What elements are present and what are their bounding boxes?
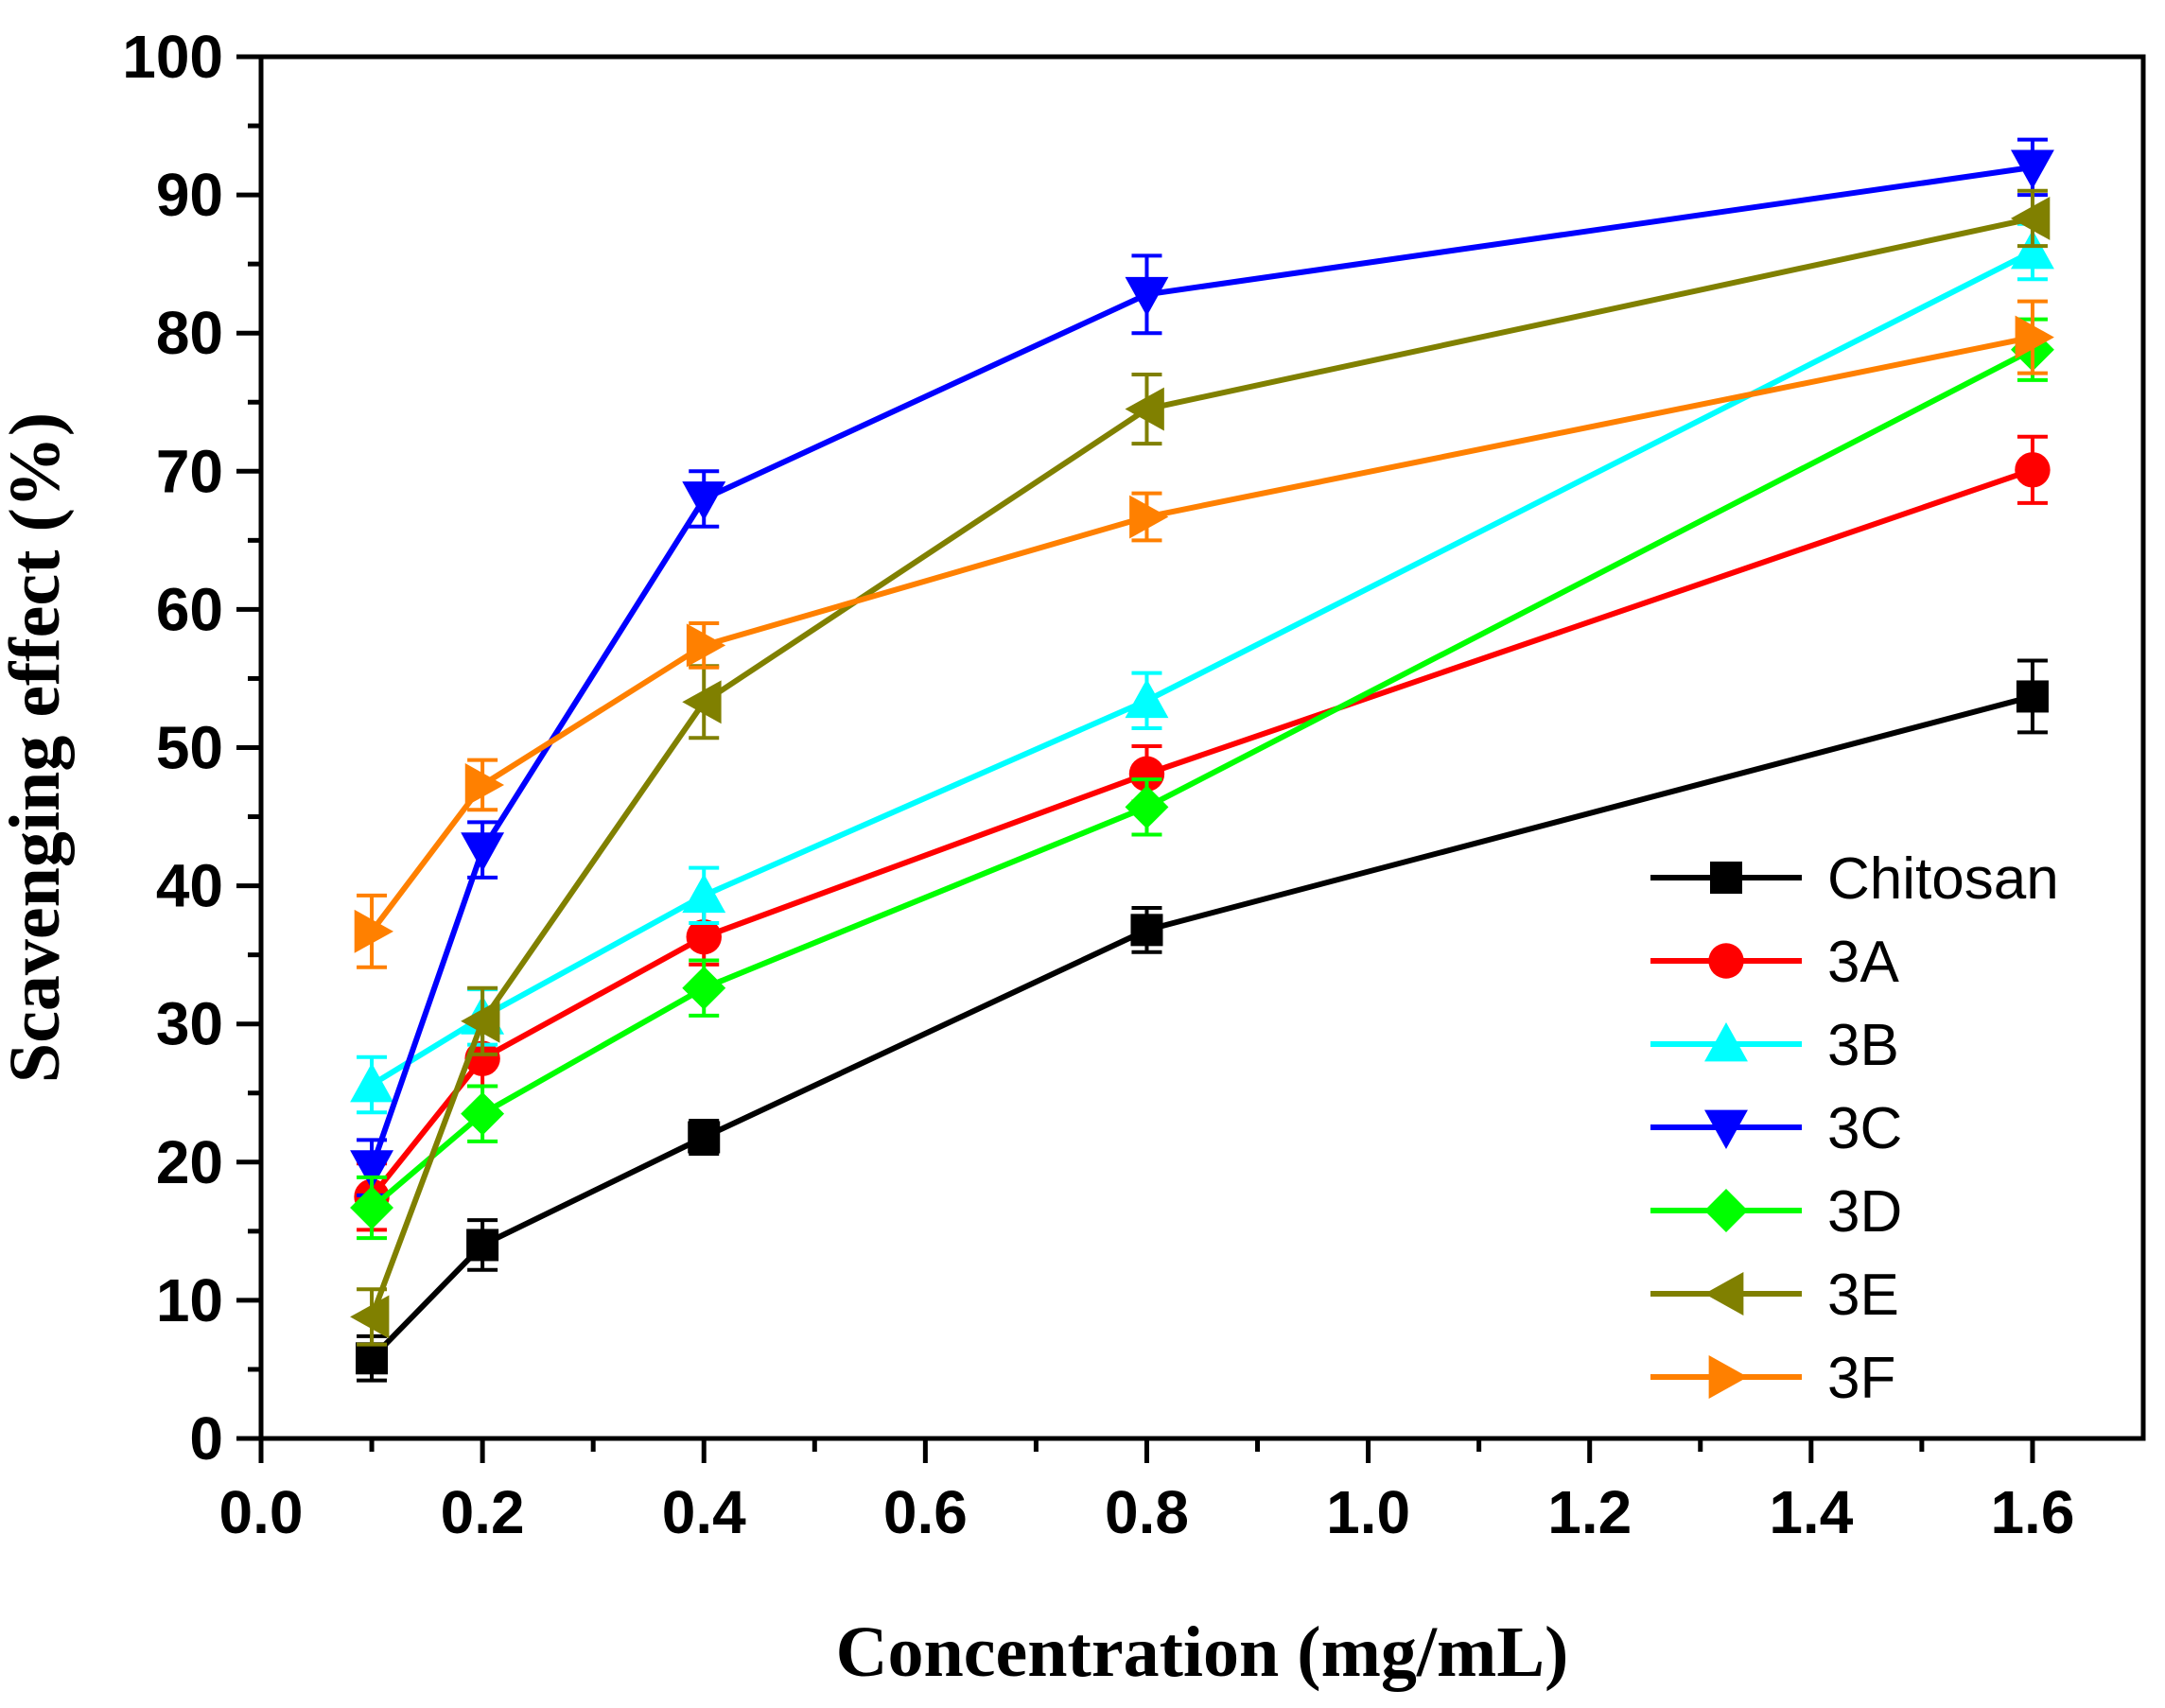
y-tick-label: 80 [156, 299, 223, 367]
y-tick-label: 20 [156, 1128, 223, 1196]
y-tick-label: 90 [156, 161, 223, 229]
data-point [464, 762, 505, 807]
data-point [2015, 315, 2054, 359]
data-point [2015, 452, 2051, 488]
legend-item: 3A [1650, 930, 1899, 995]
y-tick-label: 10 [156, 1266, 223, 1334]
series-line [369, 467, 2034, 1199]
x-tick-label: 1.0 [1326, 1478, 1410, 1546]
y-tick-label: 70 [156, 437, 223, 505]
legend-item: Chitosan [1650, 846, 2059, 912]
series-chitosan [356, 658, 2049, 1383]
data-point [1129, 495, 1169, 539]
data-point [461, 1091, 505, 1136]
series-line [369, 216, 2034, 1318]
data-point [350, 1063, 394, 1103]
series-3e [350, 188, 2051, 1347]
y-tick-label: 0 [189, 1404, 223, 1473]
data-point [466, 1229, 499, 1262]
series-3c [350, 137, 2054, 1197]
data-point [1125, 785, 1169, 829]
y-tick-label: 40 [156, 852, 223, 920]
x-tick-label: 1.2 [1547, 1478, 1632, 1546]
legend-label: 3A [1827, 930, 1899, 995]
series-3a [354, 434, 2051, 1232]
legend-marker [1708, 1355, 1748, 1399]
data-point [2010, 149, 2054, 189]
legend-item: 3B [1650, 1013, 1899, 1078]
x-axis-title: Concentration (mg/mL) [836, 1612, 1569, 1692]
legend: Chitosan 3A 3B 3C 3D 3E 3F [1650, 846, 2059, 1411]
data-point [1125, 276, 1169, 317]
legend-label: 3D [1827, 1179, 1902, 1245]
legend-marker [1704, 1272, 1744, 1316]
legend-marker [1704, 1022, 1748, 1062]
x-tick-label: 0.0 [219, 1478, 304, 1546]
x-tick-label: 0.6 [883, 1478, 968, 1546]
data-point [356, 1342, 389, 1375]
data-point [1125, 678, 1169, 719]
y-tick-label: 100 [122, 23, 223, 91]
legend-label: 3C [1827, 1096, 1902, 1161]
data-point [1125, 387, 1164, 431]
axes: 0.0 0.2 0.4 0.6 0.8 1.0 1.2 1.4 1.6 0 10 20 30 40 50 60… [122, 23, 2146, 1546]
legend-label: 3B [1827, 1013, 1899, 1078]
legend-item: 3F [1650, 1346, 1895, 1411]
y-axis-title: Scavenging effect (%) [0, 412, 75, 1083]
data-point [461, 999, 500, 1043]
legend-marker [1704, 1109, 1748, 1149]
x-tick-label: 0.4 [662, 1478, 746, 1546]
series-line [369, 693, 2034, 1361]
legend-marker [1704, 1189, 1748, 1232]
series-3d [350, 317, 2054, 1241]
series-line [370, 347, 2034, 1211]
data-point [2010, 196, 2051, 240]
legend-marker [1708, 943, 1744, 979]
data-point [461, 832, 505, 872]
data-point [688, 1121, 721, 1154]
data-point [682, 966, 726, 1010]
series-3f [354, 299, 2054, 969]
data-point [1130, 914, 1163, 947]
x-tick-label: 1.4 [1769, 1478, 1853, 1546]
y-tick-label: 30 [156, 990, 223, 1058]
legend-label: 3E [1827, 1263, 1899, 1328]
legend-label: 3F [1827, 1346, 1895, 1411]
series-layer [350, 137, 2054, 1383]
data-point [682, 873, 726, 914]
data-point [682, 481, 726, 521]
data-point [350, 1150, 394, 1190]
y-tick-label: 60 [156, 575, 223, 643]
data-point [354, 909, 394, 953]
data-point [350, 1295, 390, 1339]
y-tick-label: 50 [156, 714, 223, 782]
legend-label: Chitosan [1827, 846, 2059, 912]
data-point [1128, 756, 1165, 792]
x-tick-label: 0.8 [1105, 1478, 1189, 1546]
legend-item: 3E [1650, 1263, 1899, 1328]
x-tick-label: 0.2 [441, 1478, 525, 1546]
data-point [2016, 680, 2049, 713]
data-point [686, 623, 726, 668]
series-3b [350, 221, 2054, 1115]
data-point [2010, 230, 2054, 270]
x-tick-label: 1.6 [1990, 1478, 2074, 1546]
legend-marker [1710, 862, 1742, 894]
data-point [350, 1186, 394, 1229]
data-point [682, 680, 722, 724]
legend-item: 3C [1650, 1096, 1902, 1161]
legend-item: 3D [1650, 1179, 1902, 1245]
data-point [686, 918, 722, 955]
series-line [369, 164, 2034, 1169]
